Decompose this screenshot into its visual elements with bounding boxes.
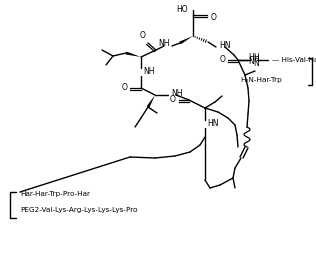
Text: NH: NH (159, 40, 170, 48)
Text: O: O (121, 83, 127, 92)
Text: H₂N-Har-Trp: H₂N-Har-Trp (240, 77, 282, 83)
Text: NH: NH (171, 89, 183, 97)
Text: O: O (219, 55, 225, 64)
Text: N: N (248, 57, 254, 67)
Text: N: N (253, 59, 259, 68)
Text: HO: HO (176, 5, 188, 15)
Polygon shape (126, 52, 141, 57)
Text: — His-Val-Har-Har-Val: — His-Val-Har-Har-Val (272, 57, 316, 63)
Text: NH: NH (143, 68, 155, 76)
Text: O: O (140, 31, 146, 40)
Text: H: H (248, 53, 254, 61)
Text: PEG2-Val-Lys-Arg-Lys-Lys-Lys-Pro: PEG2-Val-Lys-Arg-Lys-Lys-Lys-Pro (20, 207, 137, 213)
Text: Har-Har-Trp-Pro-Har: Har-Har-Trp-Pro-Har (20, 191, 90, 197)
Polygon shape (147, 95, 155, 108)
Text: HN: HN (207, 119, 218, 128)
Text: H: H (253, 55, 259, 64)
Text: O: O (170, 96, 176, 104)
Text: O: O (211, 12, 217, 21)
Text: H: H (253, 54, 259, 62)
Polygon shape (179, 36, 193, 44)
Text: HN: HN (219, 40, 230, 49)
